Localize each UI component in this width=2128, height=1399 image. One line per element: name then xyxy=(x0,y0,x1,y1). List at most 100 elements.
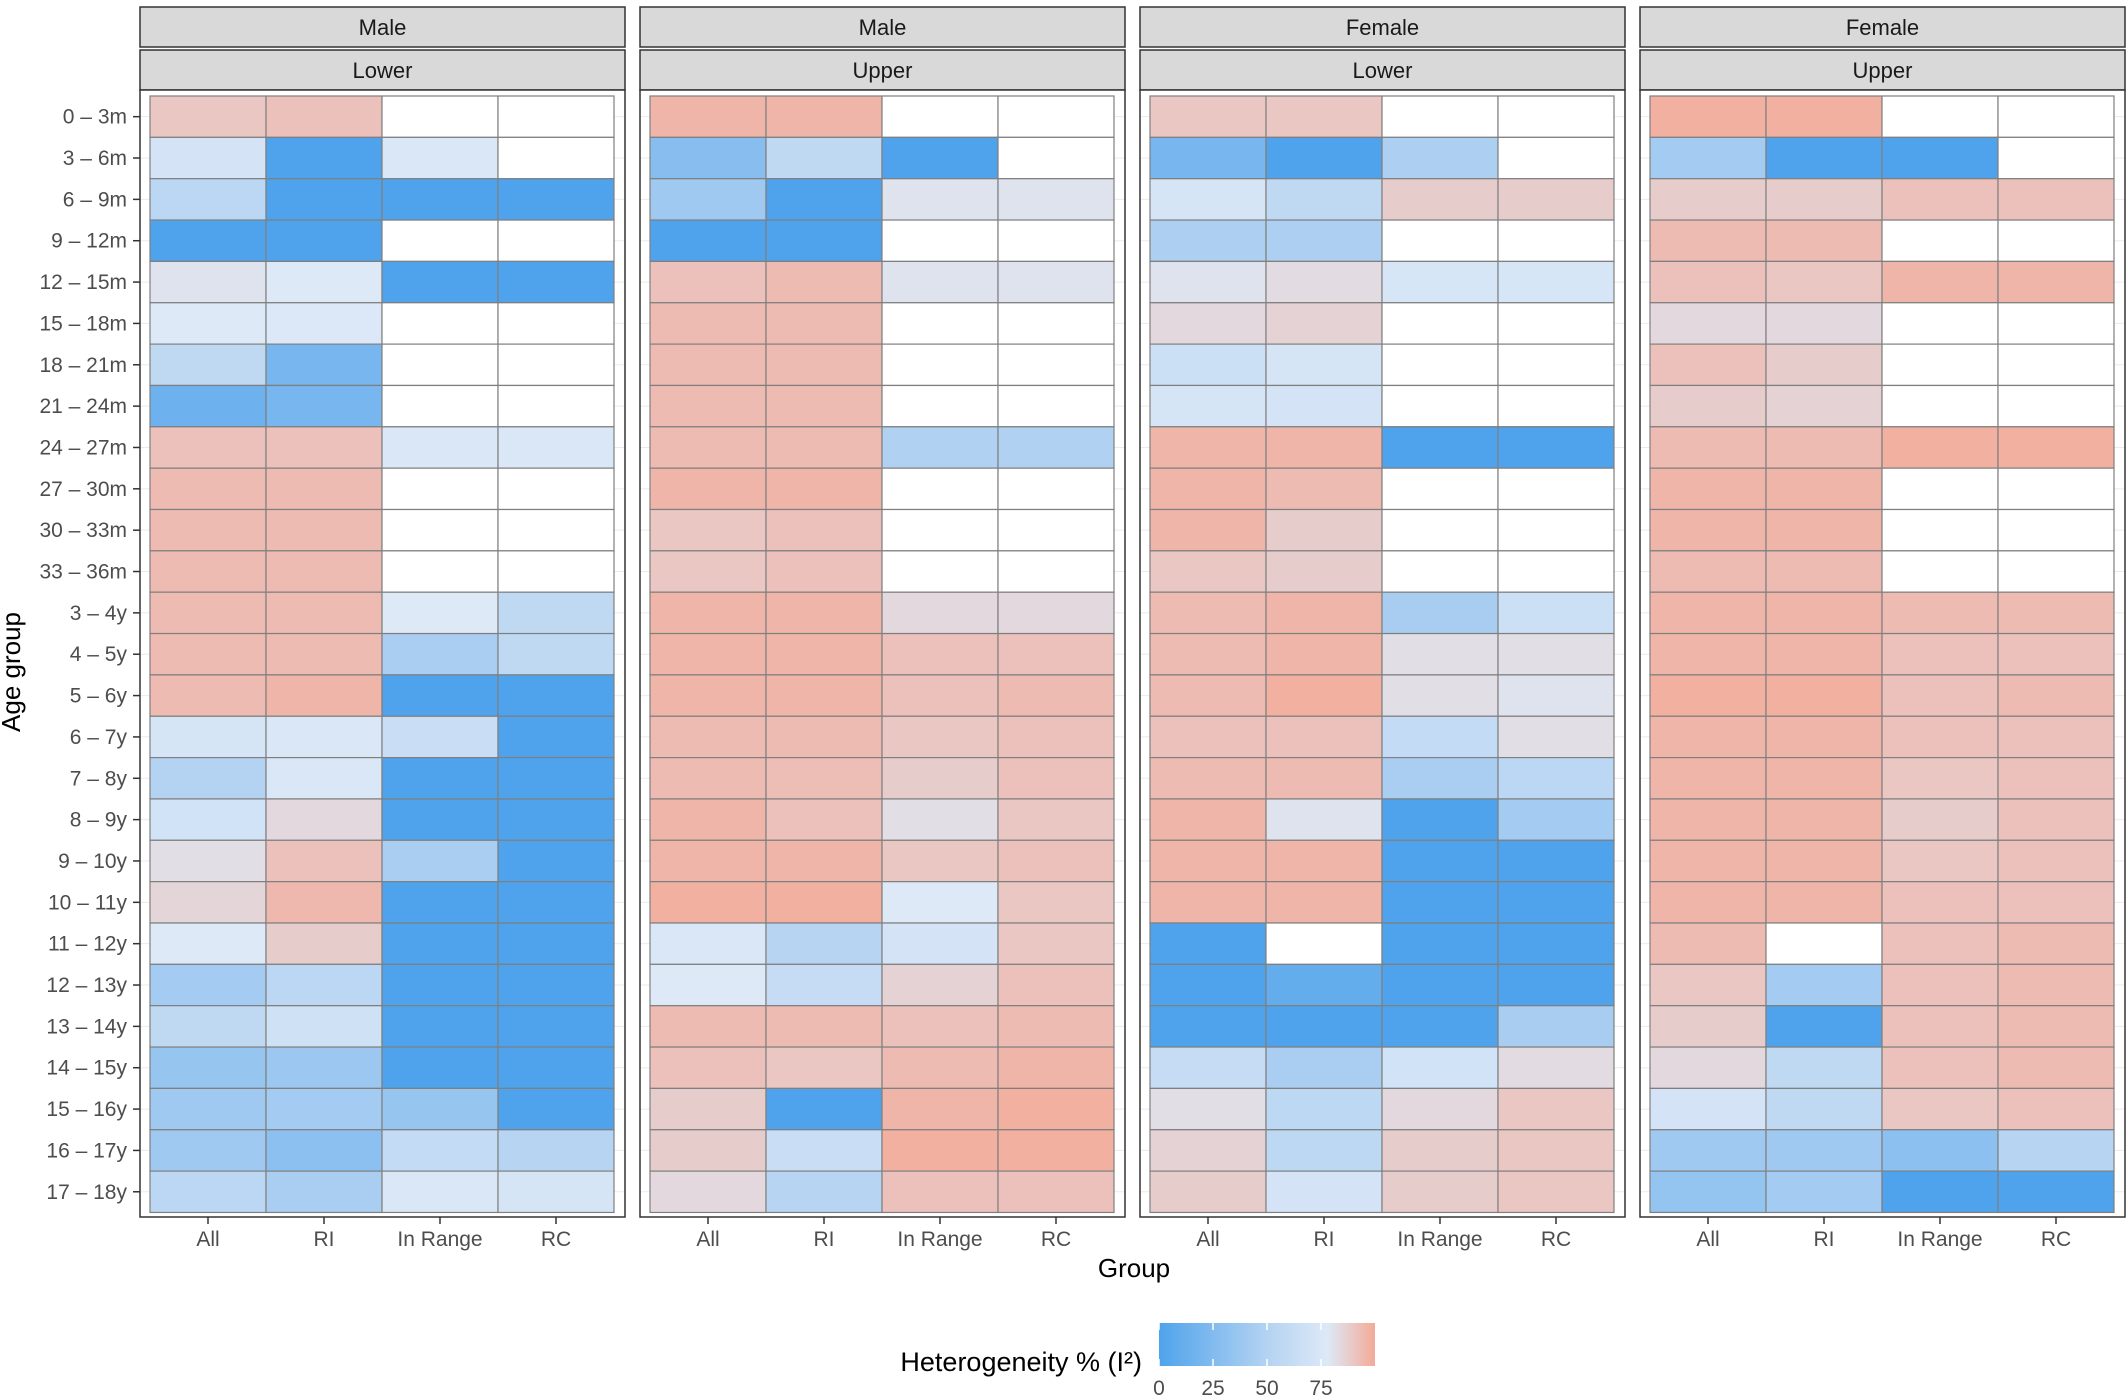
heatmap-cell xyxy=(1265,343,1383,387)
x-tick-label: RC xyxy=(1041,1228,1071,1251)
heatmap-cell xyxy=(1381,922,1499,965)
heatmap-cell xyxy=(497,715,615,759)
heatmap-cell xyxy=(149,260,267,304)
heatmap-cell xyxy=(1265,302,1383,345)
x-tick-label: In Range xyxy=(897,1228,982,1251)
heatmap-cell xyxy=(149,674,267,717)
y-tick-label: 13 – 14y xyxy=(46,1015,127,1038)
heatmap-cell xyxy=(649,881,767,924)
heatmap-cell xyxy=(1265,136,1383,180)
heatmap-cell xyxy=(1265,715,1383,759)
y-tick-label: 16 – 17y xyxy=(46,1139,127,1162)
y-tick-label: 14 – 15y xyxy=(46,1057,127,1080)
heatmap-cell xyxy=(1649,715,1767,759)
heatmap-cell xyxy=(381,674,499,717)
heatmap-cell xyxy=(1881,922,1999,965)
heatmap-cell xyxy=(265,136,383,180)
heatmap-cell xyxy=(765,550,883,593)
heatmap-cell xyxy=(997,508,1115,552)
heatmap-cell xyxy=(265,467,383,511)
heatmap-cell xyxy=(649,260,767,304)
heatmap-cell xyxy=(1765,136,1883,180)
heatmap-cell xyxy=(1649,839,1767,883)
x-tick-label: All xyxy=(1696,1228,1719,1251)
heatmap-cell xyxy=(1649,550,1767,593)
heatmap-cell xyxy=(1381,632,1499,676)
facet-strip-limit xyxy=(139,49,626,91)
heatmap-cell xyxy=(265,963,383,1007)
heatmap-cell xyxy=(1497,467,1615,511)
heatmap-cell xyxy=(265,1170,383,1214)
heatmap-cell xyxy=(1997,178,2115,221)
heatmap-cell xyxy=(1265,219,1383,263)
heatmap-cell xyxy=(1265,260,1383,304)
legend-title: Heterogeneity % (I²) xyxy=(900,1347,1142,1377)
legend-tick-label: 25 xyxy=(1201,1377,1224,1399)
heatmap-cell xyxy=(1149,384,1267,428)
heatmap-cell xyxy=(497,178,615,221)
heatmap-cell xyxy=(1765,591,1883,635)
heatmap-cell xyxy=(381,881,499,924)
heatmap-cell xyxy=(149,136,267,180)
heatmap-cell xyxy=(1765,384,1883,428)
heatmap-cell xyxy=(1881,178,1999,221)
y-tick-label: 7 – 8y xyxy=(70,767,128,790)
heatmap-cell xyxy=(649,1087,767,1131)
heatmap-cell xyxy=(149,756,267,800)
heatmap-cell xyxy=(997,467,1115,511)
heatmap-cell xyxy=(1497,219,1615,263)
heatmap-cell xyxy=(765,426,883,469)
heatmap-cell xyxy=(1149,343,1267,387)
heatmap-cell xyxy=(265,550,383,593)
facet-panel-female-upper: Female Upper All RI In Range RC xyxy=(1639,6,2126,1251)
heatmap-cell xyxy=(649,756,767,800)
heatmap-cell xyxy=(1997,798,2115,841)
heatmap-cell xyxy=(881,550,999,593)
heatmap-cell xyxy=(997,1170,1115,1214)
heatmap-cell xyxy=(1381,302,1499,345)
y-tick-label: 3 – 4y xyxy=(70,602,128,625)
heatmap-cell xyxy=(1149,550,1267,593)
x-tick-label: RI xyxy=(314,1228,335,1251)
heatmap-cell xyxy=(765,343,883,387)
heatmap-cell xyxy=(381,1170,499,1214)
heatmap-cell xyxy=(881,715,999,759)
heatmap-cell xyxy=(265,178,383,221)
heatmap-cell xyxy=(649,550,767,593)
heatmap-cell xyxy=(381,343,499,387)
heatmap-cell xyxy=(765,260,883,304)
y-tick-label: 3 – 6m xyxy=(63,147,127,170)
heatmap-cell xyxy=(1997,550,2115,593)
heatmap-cell xyxy=(765,922,883,965)
heatmap-cell xyxy=(1997,1170,2115,1214)
x-tick-label: In Range xyxy=(397,1228,482,1251)
heatmap-cell xyxy=(881,839,999,883)
heatmap-cell xyxy=(1265,839,1383,883)
y-tick-label: 27 – 30m xyxy=(39,478,127,501)
facet-panels: Male Lower All RI In Range RC Male Upper All RI In… xyxy=(139,6,2126,1251)
heatmap-cell xyxy=(265,591,383,635)
heatmap-cell xyxy=(1497,384,1615,428)
heatmap-cell xyxy=(1497,95,1615,138)
heatmap-cell xyxy=(765,384,883,428)
heatmap-cell xyxy=(1265,550,1383,593)
heatmap-cell xyxy=(265,302,383,345)
y-tick-label: 0 – 3m xyxy=(63,106,127,129)
heatmap-cell xyxy=(997,219,1115,263)
heatmap-cell xyxy=(1265,963,1383,1007)
heatmap-cell xyxy=(1149,963,1267,1007)
heatmap-cell xyxy=(1497,1087,1615,1131)
heatmap-cell xyxy=(997,632,1115,676)
heatmap-cell xyxy=(1765,508,1883,552)
heatmap-cell xyxy=(1265,508,1383,552)
heatmap-cell xyxy=(1497,591,1615,635)
heatmap-cell xyxy=(1265,798,1383,841)
heatmap-cell xyxy=(381,839,499,883)
heatmap-cell xyxy=(1649,632,1767,676)
heatmap-cell xyxy=(1381,508,1499,552)
heatmap-cell xyxy=(997,839,1115,883)
heatmap-cell xyxy=(1381,384,1499,428)
x-tick-label: RI xyxy=(1814,1228,1835,1251)
heatmap-cell xyxy=(881,1046,999,1090)
heatmap-cell xyxy=(149,798,267,841)
